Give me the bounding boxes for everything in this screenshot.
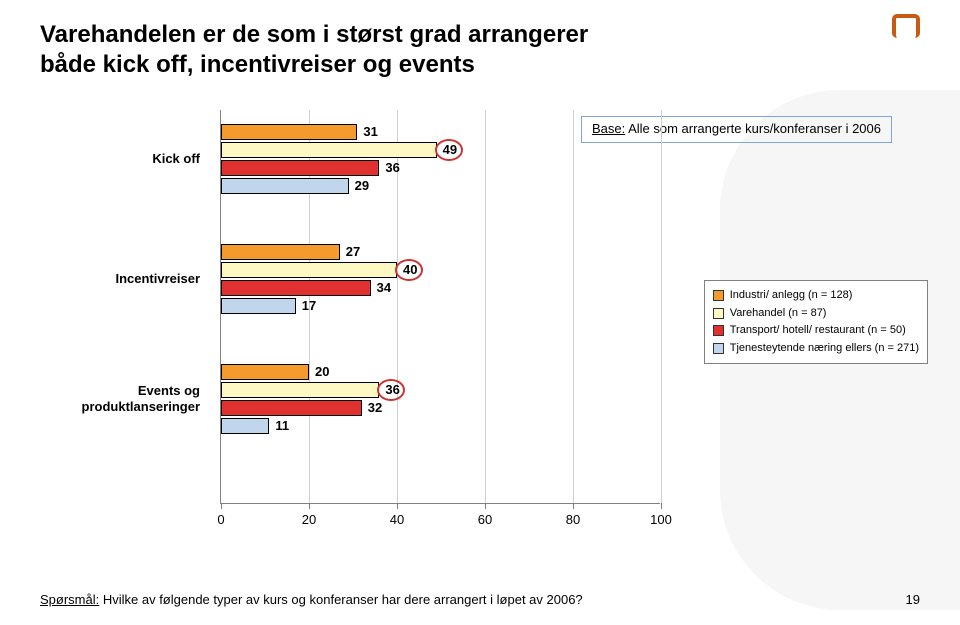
x-tick [485, 503, 486, 509]
bar-value-label: 17 [302, 298, 316, 314]
category-label: Incentivreiser [40, 271, 210, 287]
x-tick [661, 503, 662, 509]
bar [221, 142, 437, 158]
legend-swatch [713, 343, 724, 354]
legend-item: Tjenesteytende næring ellers (n = 271) [713, 340, 919, 358]
x-axis-label: 60 [478, 512, 492, 527]
bar-value-label: 49 [443, 142, 457, 158]
legend-label: Transport/ hotell/ restaurant (n = 50) [730, 322, 906, 340]
x-tick [397, 503, 398, 509]
bar [221, 418, 269, 434]
title-line-1: Varehandelen er de som i størst grad arr… [40, 21, 588, 48]
category-label: Events og produktlanseringer [40, 383, 210, 414]
footer-text: Hvilke av følgende typer av kurs og konf… [99, 592, 582, 607]
legend-swatch [713, 308, 724, 319]
bar [221, 244, 340, 260]
legend-item: Industri/ anlegg (n = 128) [713, 287, 919, 305]
bar [221, 364, 309, 380]
bar [221, 400, 362, 416]
chart-legend: Industri/ anlegg (n = 128)Varehandel (n … [704, 280, 928, 364]
chart-plot: 020406080100314936292740341720363211 [220, 110, 660, 504]
bar-value-label: 20 [315, 364, 329, 380]
category-label: Kick off [40, 151, 210, 167]
page-number: 19 [906, 592, 920, 607]
bar-value-label: 36 [385, 382, 399, 398]
x-axis-label: 0 [217, 512, 224, 527]
grid-line [573, 110, 574, 503]
legend-label: Industri/ anlegg (n = 128) [730, 287, 853, 305]
bar-value-label: 11 [275, 418, 289, 434]
bar [221, 124, 357, 140]
bar [221, 298, 296, 314]
footer-label: Spørsmål: [40, 592, 99, 607]
bar [221, 280, 371, 296]
x-axis-label: 80 [566, 512, 580, 527]
legend-item: Varehandel (n = 87) [713, 305, 919, 323]
grid-line [661, 110, 662, 503]
x-axis-label: 40 [390, 512, 404, 527]
chart: 020406080100314936292740341720363211 Ind… [40, 110, 920, 540]
x-axis-label: 100 [650, 512, 672, 527]
grid-line [485, 110, 486, 503]
bar-value-label: 29 [355, 178, 369, 194]
corner-icon [892, 14, 920, 38]
bar-value-label: 36 [385, 160, 399, 176]
title-line-2: både kick off, incentivreiser og events [40, 51, 475, 78]
bar-value-label: 40 [403, 262, 417, 278]
slide-title: Varehandelen er de som i størst grad arr… [40, 20, 920, 80]
legend-label: Varehandel (n = 87) [730, 305, 827, 323]
slide-container: Varehandelen er de som i størst grad arr… [0, 0, 960, 625]
bar [221, 178, 349, 194]
bar [221, 160, 379, 176]
x-axis-label: 20 [302, 512, 316, 527]
x-tick [309, 503, 310, 509]
bar [221, 262, 397, 278]
bar [221, 382, 379, 398]
bar-value-label: 34 [377, 280, 391, 296]
bar-value-label: 32 [368, 400, 382, 416]
legend-swatch [713, 325, 724, 336]
bar-value-label: 27 [346, 244, 360, 260]
bar-value-label: 31 [363, 124, 377, 140]
x-tick [221, 503, 222, 509]
x-tick [573, 503, 574, 509]
legend-swatch [713, 290, 724, 301]
footer-question: Spørsmål: Hvilke av følgende typer av ku… [40, 592, 920, 607]
legend-label: Tjenesteytende næring ellers (n = 271) [730, 340, 919, 358]
legend-item: Transport/ hotell/ restaurant (n = 50) [713, 322, 919, 340]
